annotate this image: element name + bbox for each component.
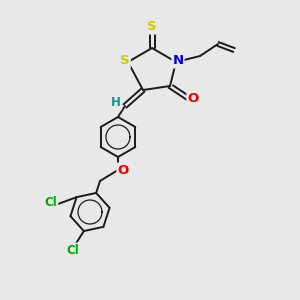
Text: O: O xyxy=(188,92,199,104)
Text: S: S xyxy=(147,20,157,34)
Text: Cl: Cl xyxy=(67,244,80,256)
Text: S: S xyxy=(120,55,130,68)
Text: O: O xyxy=(117,164,129,176)
Text: Cl: Cl xyxy=(45,196,57,209)
Text: H: H xyxy=(111,97,121,110)
Text: N: N xyxy=(172,55,184,68)
